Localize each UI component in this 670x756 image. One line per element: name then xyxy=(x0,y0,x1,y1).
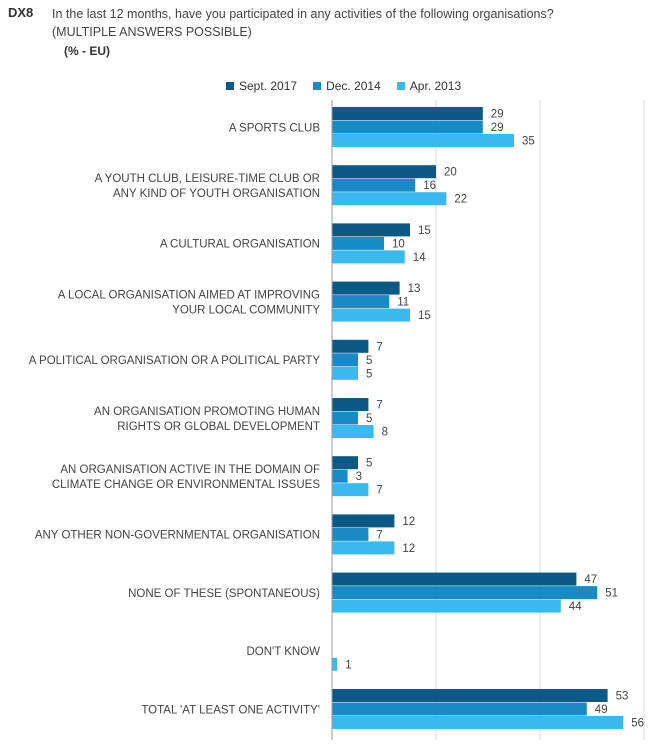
bar xyxy=(332,541,395,555)
bar xyxy=(332,514,395,528)
bar-value-label: 47 xyxy=(584,574,597,586)
bar-value-label: 22 xyxy=(454,194,467,206)
bar-value-label: 5 xyxy=(366,368,372,380)
category-label: DON'T KNOW xyxy=(246,646,320,658)
bar xyxy=(332,192,447,206)
category-label: AN ORGANISATION ACTIVE IN THE DOMAIN OF xyxy=(60,464,320,476)
unit-label: (% - EU) xyxy=(64,44,110,58)
bar-value-label: 7 xyxy=(376,529,382,541)
bar xyxy=(332,425,374,438)
bar xyxy=(332,120,483,134)
category-label: RIGHTS OR GLOBAL DEVELOPMENT xyxy=(117,421,320,433)
bar xyxy=(332,353,358,367)
bar xyxy=(332,281,400,295)
question-text: In the last 12 months, have you particip… xyxy=(52,7,554,21)
bar xyxy=(332,250,405,264)
bar xyxy=(332,586,598,600)
bar-value-label: 35 xyxy=(522,136,535,148)
bar-value-label: 7 xyxy=(376,341,382,353)
category-label: ANY KIND OF YOUTH ORGANISATION xyxy=(113,188,320,200)
bar-value-label: 3 xyxy=(356,471,362,483)
bar xyxy=(332,308,410,322)
category-label: A SPORTS CLUB xyxy=(229,122,321,134)
bar-value-label: 7 xyxy=(376,485,382,497)
legend-swatch-sept-2017 xyxy=(226,82,234,90)
chart-legend: Sept. 2017 Dec. 2014 Apr. 2013 xyxy=(226,78,477,94)
legend-label-sept-2017: Sept. 2017 xyxy=(239,79,298,93)
bar-value-label: 7 xyxy=(376,400,382,412)
bar xyxy=(332,178,416,192)
legend-swatch-apr-2013 xyxy=(396,82,405,90)
bar-value-label: 5 xyxy=(366,355,372,367)
bar xyxy=(332,223,410,237)
question-note: (MULTIPLE ANSWERS POSSIBLE) xyxy=(52,25,252,39)
bar-value-label: 44 xyxy=(569,601,582,613)
question-code: DX8 xyxy=(8,5,34,20)
bar xyxy=(332,107,483,120)
legend-item-dec-2014: Dec. 2014 xyxy=(313,79,381,93)
bar-value-label: 56 xyxy=(631,718,644,730)
bar-value-label: 14 xyxy=(413,252,426,264)
bar-value-label: 1 xyxy=(345,659,351,671)
bar-value-label: 29 xyxy=(491,109,504,121)
category-label: AN ORGANISATION PROMOTING HUMAN xyxy=(94,406,320,418)
bar xyxy=(332,702,587,716)
bar-value-label: 51 xyxy=(605,588,618,600)
bar xyxy=(332,657,338,671)
bar xyxy=(332,716,624,729)
legend-swatch-dec-2014 xyxy=(313,82,322,90)
bar-value-label: 10 xyxy=(392,238,405,250)
category-label: NONE OF THESE (SPONTANEOUS) xyxy=(128,588,320,600)
category-label: YOUR LOCAL COMMUNITY xyxy=(172,304,320,316)
category-label: A POLITICAL ORGANISATION OR A POLITICAL … xyxy=(29,355,321,367)
legend-item-apr-2013: Apr. 2013 xyxy=(396,79,462,93)
category-label: A CULTURAL ORGANISATION xyxy=(160,239,320,251)
category-label: CLIMATE CHANGE OR ENVIRONMENTAL ISSUES xyxy=(52,479,320,491)
bar xyxy=(332,236,384,250)
bar-value-label: 29 xyxy=(491,122,504,134)
bar-value-label: 53 xyxy=(616,691,629,703)
bar xyxy=(332,165,436,179)
bar xyxy=(332,411,358,425)
bar-value-label: 11 xyxy=(397,297,409,309)
bar xyxy=(332,469,348,483)
bar-value-label: 13 xyxy=(408,283,421,295)
bar-value-label: 12 xyxy=(402,516,415,528)
bar xyxy=(332,483,369,497)
bar-value-label: 5 xyxy=(366,413,372,425)
bar xyxy=(332,339,369,353)
category-label: ANY OTHER NON-GOVERNMENTAL ORGANISATION xyxy=(35,530,320,542)
bar-value-label: 12 xyxy=(402,543,415,555)
bar xyxy=(332,366,358,380)
category-label: A YOUTH CLUB, LEISURE-TIME CLUB OR xyxy=(95,173,320,185)
bar-value-label: 8 xyxy=(382,427,388,439)
bar-value-label: 5 xyxy=(366,458,372,470)
bar xyxy=(332,295,390,309)
bar-value-label: 15 xyxy=(418,310,431,322)
bar-value-label: 20 xyxy=(444,167,457,179)
bar-value-label: 15 xyxy=(418,225,431,237)
bar xyxy=(332,134,514,147)
legend-item-sept-2017: Sept. 2017 xyxy=(226,79,297,93)
bar xyxy=(332,599,561,613)
legend-label-dec-2014: Dec. 2014 xyxy=(326,79,381,93)
bar-value-label: 49 xyxy=(595,704,608,716)
category-label: TOTAL 'AT LEAST ONE ACTIVITY' xyxy=(141,704,320,716)
bar xyxy=(332,456,358,470)
bar xyxy=(332,689,608,702)
bar xyxy=(332,572,577,586)
bar-value-label: 16 xyxy=(423,180,436,192)
category-label: A LOCAL ORGANISATION AIMED AT IMPROVING xyxy=(58,289,320,301)
bar xyxy=(332,527,369,541)
bar xyxy=(332,398,369,411)
legend-label-apr-2013: Apr. 2013 xyxy=(409,79,462,93)
